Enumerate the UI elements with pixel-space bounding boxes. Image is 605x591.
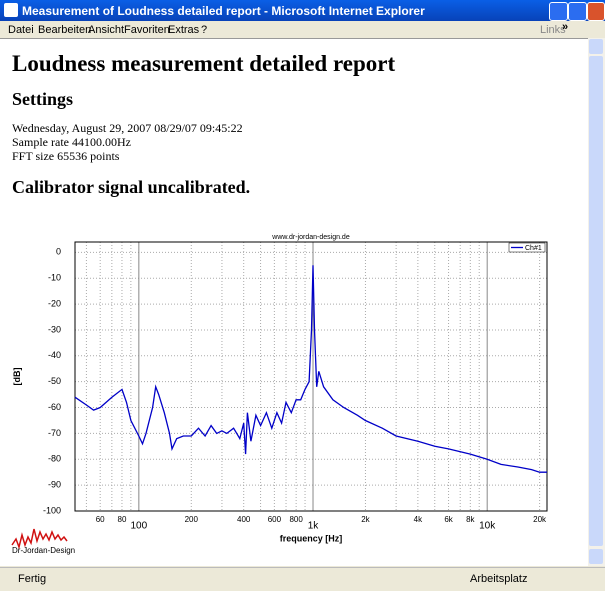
calibrator-note: Calibrator signal uncalibrated. <box>12 177 251 197</box>
y-tick-label: -100 <box>43 505 61 515</box>
y-tick-label: -40 <box>48 350 61 360</box>
x-tick-label: 10k <box>479 521 496 532</box>
links-button[interactable]: Links <box>540 24 566 36</box>
menu-item[interactable]: Ansicht <box>88 24 125 36</box>
legend-box <box>508 242 546 253</box>
plot-area <box>75 242 547 511</box>
y-tick-label: -80 <box>48 454 61 464</box>
app-icon <box>4 3 18 17</box>
x-tick-label: 4k <box>414 515 423 524</box>
y-tick-label: -30 <box>48 324 61 334</box>
settings-line: FFT size 65536 points <box>12 149 120 163</box>
legend-label: Ch#1 <box>525 245 542 252</box>
x-tick-label: 60 <box>96 515 105 524</box>
zone-text: Arbeitsplatz <box>470 573 528 585</box>
y-axis-label: [dB] <box>12 368 22 386</box>
status-text: Fertig <box>18 573 47 585</box>
x-tick-label: 20k <box>533 515 547 524</box>
x-axis-label: frequency [Hz] <box>280 533 343 543</box>
menu-bar: Datei Bearbeiten Ansicht Favoriten Extra… <box>0 21 605 38</box>
menu-item[interactable]: Extras <box>168 24 200 36</box>
menu-item[interactable]: Favoriten <box>124 24 170 36</box>
minimize-button[interactable] <box>549 2 568 21</box>
window-title: Measurement of Loudness detailed report … <box>22 4 425 18</box>
menu-item[interactable]: Bearbeiten <box>38 24 92 36</box>
data-line <box>74 265 547 473</box>
y-tick-label: -50 <box>48 376 61 386</box>
scroll-down[interactable] <box>589 549 603 564</box>
x-tick-label: 1k <box>308 521 320 532</box>
scrollbar[interactable] <box>588 38 605 566</box>
x-tick-label: 600 <box>268 515 282 524</box>
settings-line: Wednesday, August 29, 2007 08/29/07 09:4… <box>12 121 243 135</box>
scroll-up[interactable] <box>589 39 603 54</box>
logo-wave <box>11 528 68 550</box>
close-button[interactable] <box>587 2 605 21</box>
settings-heading: Settings <box>12 89 74 109</box>
menu-item[interactable]: ? <box>201 24 208 36</box>
plot-border <box>74 241 548 512</box>
status-bar: Fertig Arbeitsplatz <box>0 567 605 591</box>
watermark: www.dr-jordan-design.de <box>271 234 350 241</box>
y-tick-label: -20 <box>48 298 61 308</box>
maximize-button[interactable] <box>568 2 587 21</box>
settings-line: Sample rate 44100.00Hz <box>12 135 131 149</box>
x-tick-label: 8k <box>466 515 475 524</box>
x-tick-label: 400 <box>237 515 251 524</box>
chart: Dr-Jordan-Design 0 -10 -20 -30 -40 -50 -60 -70 -… <box>11 234 548 555</box>
x-tick-label: 200 <box>185 515 199 524</box>
title-bar: Measurement of Loudness detailed report … <box>0 0 605 21</box>
x-tick-label: 100 <box>130 521 147 532</box>
logo-text: Dr-Jordan-Design <box>12 546 75 555</box>
report-title: Loudness measurement detailed report <box>12 51 396 76</box>
y-tick-label: -10 <box>48 273 61 283</box>
scroll-thumb[interactable] <box>589 56 603 546</box>
y-tick-label: 0 <box>56 247 61 257</box>
x-tick-label: 80 <box>118 515 127 524</box>
x-tick-label: 800 <box>289 515 303 524</box>
x-tick-label: 6k <box>444 515 453 524</box>
x-tick-label: 2k <box>361 515 370 524</box>
menu-item[interactable]: Datei <box>8 24 34 36</box>
y-tick-label: -70 <box>48 428 61 438</box>
more-button[interactable]: » <box>562 21 569 33</box>
y-tick-label: -90 <box>48 480 61 490</box>
y-tick-label: -60 <box>48 402 61 412</box>
